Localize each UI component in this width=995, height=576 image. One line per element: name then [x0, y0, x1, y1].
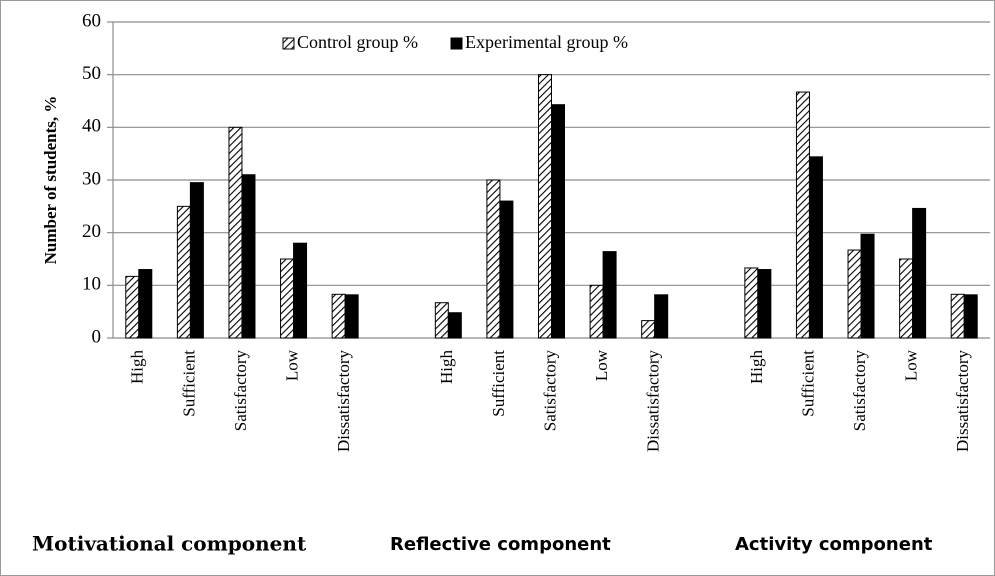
x-tick-label: Sufficient: [798, 350, 817, 417]
bar: [344, 294, 359, 339]
bar: [744, 267, 759, 339]
y-tick-label: 60: [82, 10, 101, 31]
bar: [331, 293, 346, 339]
legend-swatch: [282, 37, 295, 50]
group-label: Motivational component: [32, 532, 307, 556]
legend-label: Experimental group %: [465, 32, 628, 52]
x-tick-label: High: [437, 350, 456, 385]
bar: [551, 104, 565, 339]
bar: [950, 293, 965, 339]
y-tick-label: 30: [82, 168, 101, 189]
legend-label: Control group %: [297, 32, 418, 52]
x-tick-label: Low: [902, 349, 921, 381]
x-tick-label: Low: [282, 349, 301, 381]
legend-swatch: [450, 37, 463, 50]
bar: [963, 294, 978, 339]
bar: [499, 200, 514, 339]
bar: [176, 205, 191, 339]
x-tick-label: Low: [592, 349, 611, 381]
y-tick-label: 50: [82, 63, 101, 84]
bar: [138, 269, 153, 339]
x-tick-label: High: [128, 350, 147, 385]
x-tick-label: Satisfactory: [850, 350, 869, 432]
bar: [486, 179, 501, 339]
y-tick-label: 20: [82, 221, 101, 242]
y-tick-label: 40: [82, 116, 101, 137]
bar: [654, 294, 669, 339]
group-label: Activity component: [735, 534, 933, 555]
x-tick-label: Sufficient: [489, 350, 508, 417]
x-tick-label: Satisfactory: [540, 350, 559, 432]
bar: [189, 182, 204, 339]
bar: [912, 207, 927, 339]
x-tick-label: Satisfactory: [231, 350, 250, 432]
y-tick-label: 0: [92, 326, 102, 347]
x-tick-label: Sufficient: [179, 350, 198, 417]
x-tick-label: High: [747, 350, 766, 385]
bar: [280, 258, 295, 339]
bar: [434, 302, 449, 339]
bar: [847, 249, 862, 339]
bar: [899, 258, 914, 339]
bar: [641, 320, 656, 339]
bar: [757, 269, 772, 339]
bar: [602, 251, 617, 339]
bar: [538, 74, 552, 339]
bar: [447, 312, 462, 339]
bar: [795, 91, 810, 339]
bar: [241, 174, 256, 339]
group-label: Reflective component: [390, 534, 611, 555]
x-tick-label: Dissatisfactory: [953, 350, 972, 452]
x-tick-label: Dissatisfactory: [644, 350, 663, 452]
bar: [293, 242, 308, 339]
bar: [589, 284, 604, 339]
bar: [228, 126, 243, 339]
bar: [125, 275, 140, 339]
y-tick-label: 10: [82, 274, 101, 295]
y-axis-label: Number of students, %: [41, 96, 60, 265]
bar: [808, 156, 823, 339]
bar: [860, 233, 875, 339]
x-tick-label: Dissatisfactory: [334, 350, 353, 452]
